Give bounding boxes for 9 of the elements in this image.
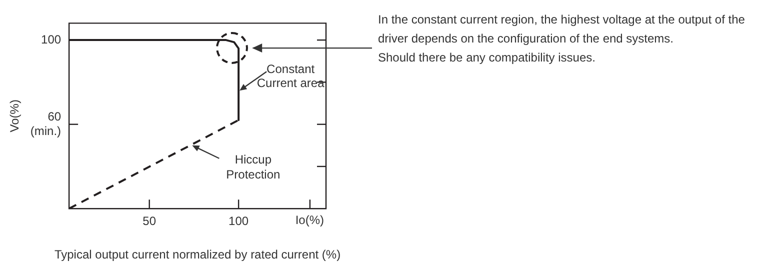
x-tick-label: 50 xyxy=(142,214,156,228)
annotation: Hiccup Protection xyxy=(226,152,280,182)
text: In the constant current region, the highest voltage at the output of the driver depends on the configuration of the end systems. xyxy=(378,12,746,46)
y-tick-label: 60 (min.) xyxy=(30,109,62,138)
text: Typical output current normalized by rated current (%) xyxy=(54,247,341,262)
annotation: Constant Current area xyxy=(256,62,325,90)
y-axis-title: Vo(%) xyxy=(8,100,22,132)
x-axis-title: Io(%) xyxy=(295,212,324,227)
text: Should there be any compatibility issues. xyxy=(378,50,596,64)
